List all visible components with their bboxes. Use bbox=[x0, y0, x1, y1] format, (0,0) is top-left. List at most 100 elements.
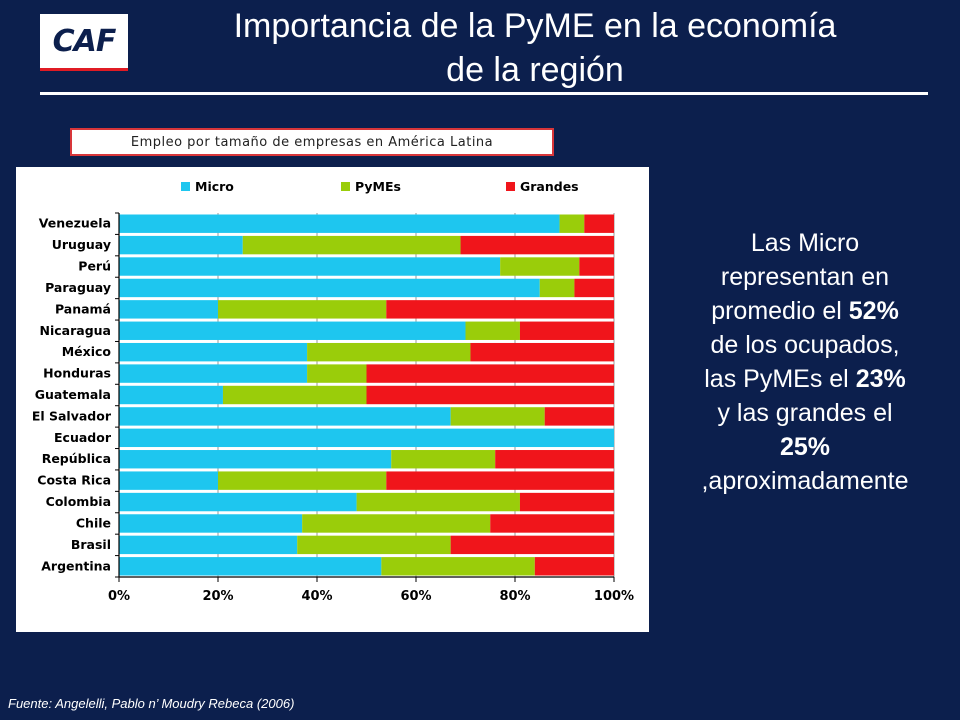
category-label: El Salvador bbox=[32, 408, 112, 423]
legend-label: PyMEs bbox=[355, 179, 401, 194]
bar-segment-micro bbox=[119, 364, 308, 383]
x-tick-label: 0% bbox=[108, 589, 130, 604]
bar-segment-pymes bbox=[500, 257, 580, 276]
bar-segment-micro bbox=[119, 300, 218, 319]
bar-segment-pymes bbox=[307, 342, 471, 362]
bar-segment-micro bbox=[119, 428, 614, 448]
bar-segment-micro bbox=[119, 321, 466, 340]
bar-segment-micro bbox=[119, 557, 382, 576]
category-label: Nicaragua bbox=[40, 323, 111, 338]
summary-line: Las Micro bbox=[750, 229, 860, 257]
caf-logo: CAF bbox=[40, 14, 128, 71]
bar-segment-grandes bbox=[584, 214, 614, 233]
bar-segment-micro bbox=[119, 235, 243, 255]
summary-line: 25% bbox=[664, 430, 946, 464]
title-divider bbox=[40, 92, 928, 95]
legend-label: Grandes bbox=[520, 179, 579, 194]
x-tick-label: 100% bbox=[594, 589, 634, 604]
micro-percent: 52% bbox=[848, 297, 899, 325]
category-label: Paraguay bbox=[45, 280, 111, 295]
bar-segment-pymes bbox=[302, 514, 491, 533]
bar-segment-micro bbox=[119, 514, 303, 533]
legend-swatch-grandes bbox=[506, 182, 515, 191]
bar-segment-pymes bbox=[465, 321, 520, 340]
bar-segment-micro bbox=[119, 278, 540, 298]
bar-segment-micro bbox=[119, 535, 298, 555]
category-label: Honduras bbox=[43, 366, 111, 381]
bar-segment-pymes bbox=[391, 450, 496, 469]
category-label: Ecuador bbox=[54, 430, 112, 445]
bar-segment-micro bbox=[119, 257, 501, 276]
category-label: Costa Rica bbox=[37, 473, 111, 488]
bar-segment-grandes bbox=[519, 492, 614, 512]
bar-segment-grandes bbox=[470, 342, 614, 362]
summary-text-part: promedio el bbox=[711, 297, 849, 325]
chart-title: Empleo por tamaño de empresas en América… bbox=[70, 128, 554, 156]
category-label: República bbox=[42, 451, 111, 466]
category-label: Chile bbox=[76, 515, 111, 530]
bar-segment-grandes bbox=[519, 321, 614, 340]
bar-segment-micro bbox=[119, 214, 560, 233]
summary-line: promedio el 52% bbox=[664, 294, 946, 328]
logo-text: CAF bbox=[52, 23, 117, 59]
legend-swatch-pymes bbox=[341, 182, 350, 191]
bar-segment-micro bbox=[119, 471, 218, 490]
source-note: Fuente: Angelelli, Pablo n’ Moudry Rebec… bbox=[8, 696, 295, 711]
bar-segment-pymes bbox=[539, 278, 575, 298]
grandes-percent: 25% bbox=[779, 433, 831, 461]
category-label: Colombia bbox=[46, 494, 111, 509]
bar-segment-pymes bbox=[218, 471, 387, 490]
bar-segment-micro bbox=[119, 342, 308, 362]
page-title-line1: Importancia de la PyME en la economía bbox=[233, 7, 837, 45]
stacked-bar-chart: Venezuela Uruguay Perú Paraguay Panamá Nicara… bbox=[32, 179, 634, 604]
bar-segment-pymes bbox=[381, 557, 535, 576]
category-label: Guatemala bbox=[35, 387, 111, 402]
bar-segment-grandes bbox=[386, 471, 614, 490]
category-label: Perú bbox=[78, 259, 111, 274]
pymes-percent: 23% bbox=[855, 365, 906, 393]
x-tick-label: 60% bbox=[400, 589, 431, 604]
bar-segment-pymes bbox=[559, 214, 585, 233]
bar-segment-grandes bbox=[579, 257, 614, 276]
summary-text-part: las PyMEs el bbox=[704, 365, 856, 393]
bar-segment-grandes bbox=[366, 385, 614, 405]
bar-segment-grandes bbox=[386, 300, 614, 319]
bar-segment-pymes bbox=[297, 535, 451, 555]
bar-segment-grandes bbox=[495, 450, 614, 469]
x-tick-label: 80% bbox=[499, 589, 530, 604]
bar-segment-pymes bbox=[242, 235, 461, 255]
category-label: Argentina bbox=[41, 558, 111, 573]
bar-segment-pymes bbox=[218, 300, 387, 319]
category-label: Brasil bbox=[71, 537, 111, 552]
bar-segment-pymes bbox=[222, 385, 367, 405]
bar-segment-grandes bbox=[450, 535, 614, 555]
x-tick-label: 20% bbox=[202, 589, 233, 604]
chart-container: Venezuela Uruguay Perú Paraguay Panamá Nicara… bbox=[16, 167, 649, 632]
page-title: Importancia de la PyME en la economía de… bbox=[150, 4, 920, 92]
bar-segment-grandes bbox=[534, 557, 614, 576]
bar-segment-grandes bbox=[366, 364, 614, 383]
bar-segment-pymes bbox=[356, 492, 520, 512]
bar-segment-pymes bbox=[450, 407, 545, 426]
bar-segment-micro bbox=[119, 450, 392, 469]
page-title-line2: de la región bbox=[446, 51, 624, 89]
bar-segment-pymes bbox=[307, 364, 367, 383]
bar-segment-grandes bbox=[574, 278, 614, 298]
summary-text: Las Micro representan en promedio el 52%… bbox=[664, 226, 946, 498]
summary-line: representan en bbox=[720, 263, 890, 291]
x-tick-label: 40% bbox=[301, 589, 332, 604]
bar-segment-grandes bbox=[544, 407, 614, 426]
summary-line: ,aproximadamente bbox=[701, 467, 909, 495]
bar-segment-micro bbox=[119, 407, 451, 426]
bar-segment-micro bbox=[119, 492, 357, 512]
summary-line: y las grandes el bbox=[717, 399, 893, 427]
bar-segment-grandes bbox=[490, 514, 614, 533]
legend-swatch-micro bbox=[181, 182, 190, 191]
summary-line: las PyMEs el 23% bbox=[664, 362, 946, 396]
summary-line: de los ocupados, bbox=[710, 331, 900, 359]
category-label: Venezuela bbox=[39, 216, 111, 231]
bar-segment-micro bbox=[119, 385, 223, 405]
category-label: Panamá bbox=[55, 301, 111, 316]
category-label: Uruguay bbox=[52, 237, 111, 252]
bar-segment-grandes bbox=[460, 235, 614, 255]
